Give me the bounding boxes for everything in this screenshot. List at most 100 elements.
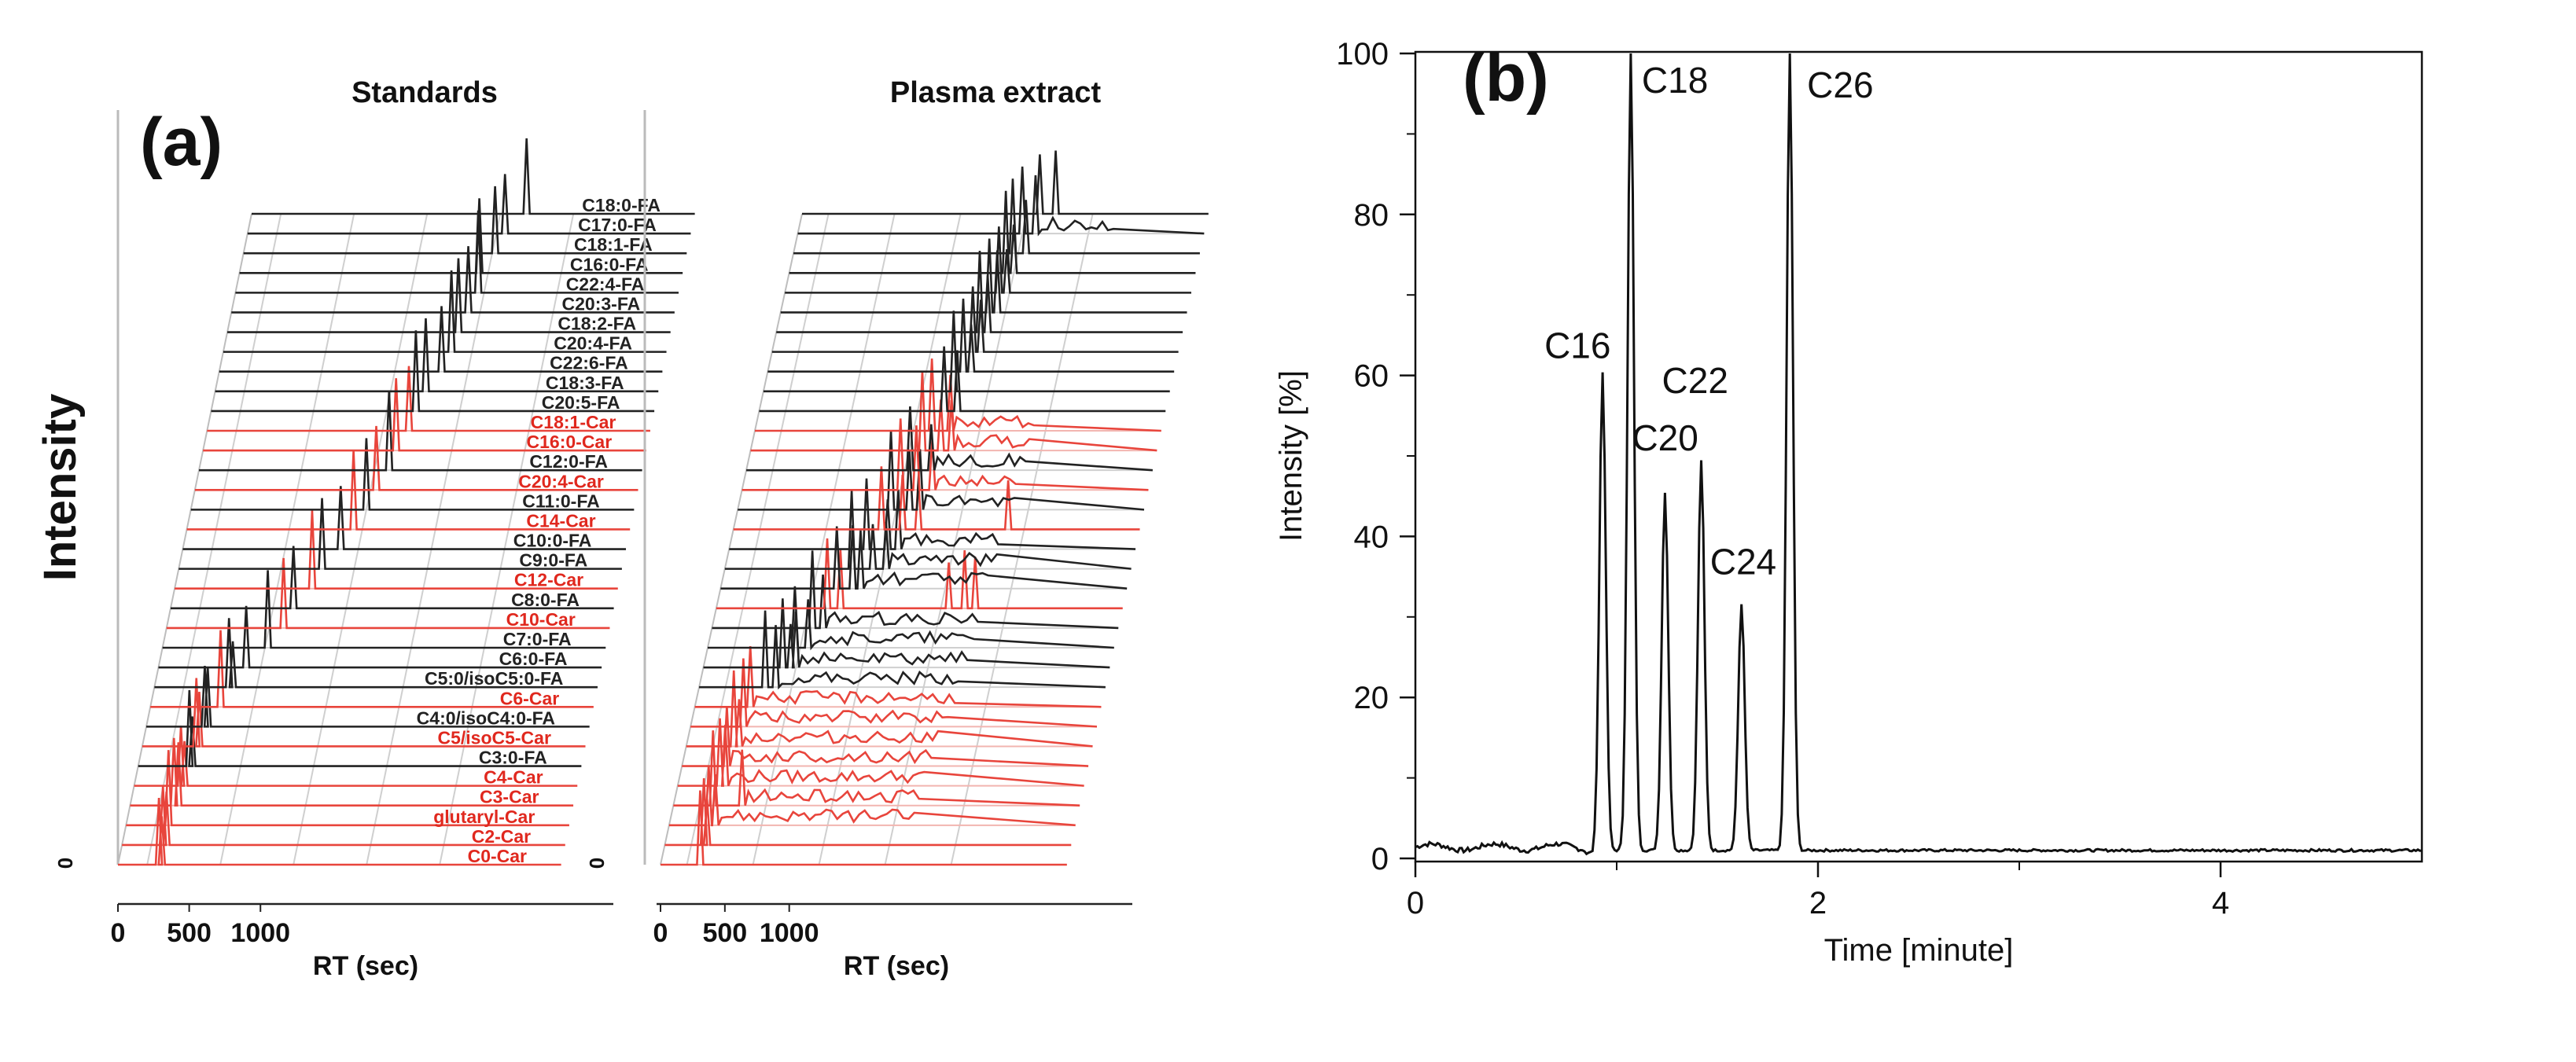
trace-label: C20:4-Car	[518, 471, 604, 491]
grid-line	[950, 213, 1094, 865]
trace-line	[239, 198, 683, 274]
x-tick-label: 500	[702, 918, 747, 948]
grid-line	[686, 213, 830, 865]
trace-line	[170, 546, 614, 610]
trace-label: C9:0-FA	[519, 550, 587, 571]
peak-label: C18	[1642, 60, 1708, 101]
trace-label: C16:0-FA	[570, 254, 649, 274]
trace-line	[150, 630, 594, 708]
trace-line	[785, 226, 1191, 294]
trace-line	[729, 478, 1136, 550]
grid-line	[219, 213, 355, 865]
trace-label: C4-Car	[484, 767, 543, 788]
y-tick-label: 20	[1354, 681, 1389, 715]
grid-line	[293, 213, 429, 865]
trace-line	[122, 785, 565, 847]
trace-line	[724, 491, 1132, 570]
panel-b-y-axis-label: Intensity [%]	[1274, 370, 1308, 542]
trace-line	[677, 718, 1084, 787]
trace-line	[203, 378, 646, 452]
plasma-x-axis-label: RT (sec)	[844, 951, 949, 981]
trace-label: C20:3-FA	[562, 293, 641, 314]
y-tick-label: 40	[1354, 520, 1389, 554]
trace-line	[227, 258, 671, 333]
trace-line	[158, 605, 602, 669]
panel-a: (a) Intensity Standards 0 C0-CarC2-Cargl…	[35, 76, 1209, 981]
x-tick-label: 4	[2212, 886, 2229, 921]
trace-label: C10-Car	[506, 609, 576, 630]
trace-line	[661, 790, 1067, 866]
trace-label: C16:0-Car	[527, 432, 613, 452]
panel-b-chromatogram-line	[1415, 53, 2423, 856]
trace-line	[223, 270, 667, 353]
x-tick-label: 0	[1407, 886, 1424, 921]
trace-line	[182, 486, 627, 550]
trace-line	[154, 618, 598, 689]
trace-line	[797, 166, 1205, 237]
trace-label: C10:0-FA	[513, 531, 592, 551]
trace-label: glutaryl-Car	[433, 807, 535, 827]
trace-line	[138, 689, 582, 767]
grid-line	[366, 213, 502, 865]
trace-line	[243, 186, 687, 255]
trace-line	[118, 798, 561, 866]
panel-a-label: (a)	[140, 105, 223, 180]
trace-label: C4:0/isoC4:0-FA	[417, 707, 555, 728]
trace-label: C14-Car	[526, 510, 595, 531]
trace-line	[738, 430, 1145, 511]
trace-label: C6:0-FA	[499, 649, 568, 669]
trace-line	[789, 190, 1196, 274]
trace-line	[668, 766, 1076, 827]
x-tick-label: 0	[653, 918, 668, 948]
trace-label: C17:0-FA	[578, 215, 657, 235]
trace-line	[215, 318, 659, 393]
trace-line	[699, 610, 1106, 690]
trace-label: C5:0/isoC5:0-FA	[425, 668, 563, 689]
x-tick-label: 500	[167, 918, 212, 948]
y-tick-label: 0	[1371, 842, 1389, 876]
peak-label: C22	[1662, 360, 1728, 401]
trace-line	[211, 330, 655, 413]
trace-line	[130, 737, 574, 807]
trace-label: C12:0-FA	[529, 451, 608, 472]
trace-line	[207, 366, 650, 432]
grid-boundary	[660, 213, 803, 865]
trace-line	[703, 598, 1110, 669]
plasma-title: Plasma extract	[890, 76, 1102, 109]
trace-label: C22:4-FA	[566, 274, 645, 294]
trace-label: C11:0-FA	[522, 491, 599, 511]
trace-label: C0-Car	[468, 846, 527, 866]
trace-label: C18:2-FA	[558, 314, 636, 334]
trace-line	[252, 138, 695, 215]
x-tick-label: 2	[1809, 886, 1827, 921]
peak-label: C24	[1710, 542, 1776, 582]
x-tick-label: 1000	[760, 918, 819, 948]
trace-label: C20:4-FA	[554, 333, 632, 354]
standards-x-ticks: 0 500 1000	[111, 904, 290, 948]
y-tick-label: 60	[1354, 359, 1389, 394]
grid-boundary	[117, 213, 252, 865]
trace-label: C6-Car	[500, 688, 559, 708]
plasma-traces	[661, 150, 1209, 866]
trace-label: C18:3-FA	[546, 373, 624, 393]
standards-title: Standards	[351, 76, 498, 109]
trace-line	[231, 246, 675, 314]
standards-plot: Standards 0 C0-CarC2-Carglutaryl-CarC3-C…	[53, 76, 695, 981]
trace-line	[126, 750, 569, 827]
trace-line	[247, 174, 691, 235]
trace-label: C3:0-FA	[479, 748, 547, 768]
standards-y-zero: 0	[53, 858, 77, 869]
grid-line	[439, 213, 575, 865]
y-tick-label: 100	[1336, 37, 1389, 72]
peak-label: C20	[1632, 417, 1698, 458]
plasma-y-zero: 0	[585, 858, 609, 869]
plasma-x-ticks: 0 500 1000	[653, 904, 819, 948]
trace-line	[190, 438, 635, 511]
plasma-plot: Plasma extract 0 0 500 1000 RT (sec)	[585, 76, 1209, 981]
trace-line	[178, 498, 622, 570]
trace-label: C20:5-FA	[542, 392, 620, 413]
trace-line	[759, 346, 1166, 413]
trace-line	[162, 570, 606, 649]
